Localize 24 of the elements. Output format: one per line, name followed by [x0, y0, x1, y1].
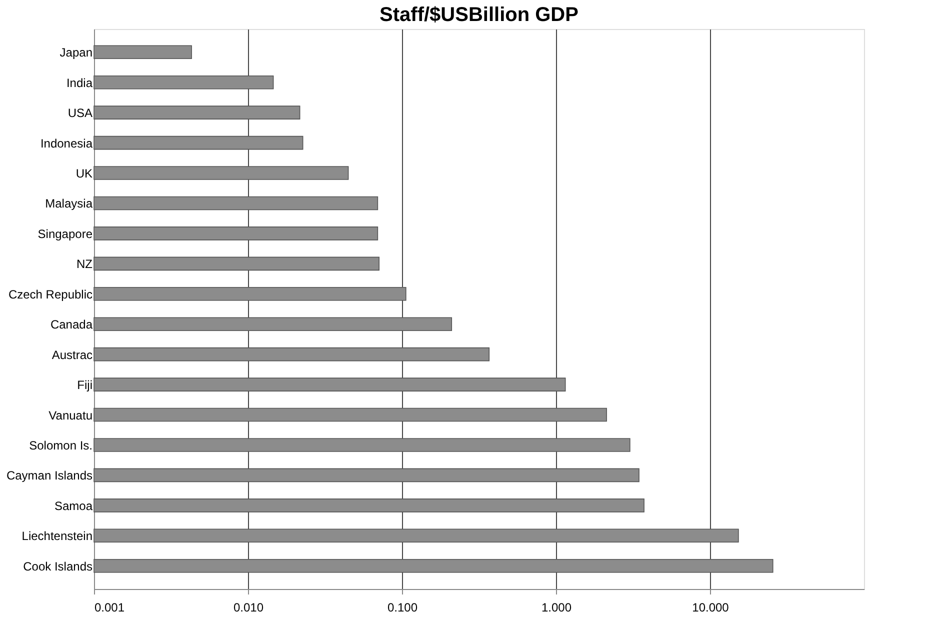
y-tick-label: Fiji	[77, 378, 92, 392]
y-tick-label: Samoa	[54, 498, 93, 513]
x-tick-label: 0.100	[387, 600, 418, 614]
y-tick-label: Canada	[50, 318, 93, 332]
x-tick-label: 10.000	[692, 600, 730, 614]
y-tick-label: Cayman Islands	[6, 468, 92, 483]
y-tick-label: Indonesia	[40, 136, 93, 150]
y-tick-label: NZ	[76, 257, 92, 272]
chart-title: Staff/$USBillion GDP	[380, 4, 578, 26]
x-tick-label: 0.010	[233, 600, 264, 614]
y-tick-label: Liechtenstein	[22, 529, 92, 544]
x-tick-label: 0.001	[94, 600, 125, 614]
y-tick-label: Japan	[60, 46, 92, 60]
x-tick-label: 1.000	[541, 600, 572, 614]
y-tick-label: UK	[76, 166, 92, 181]
y-tick-label: Singapore	[38, 226, 93, 241]
y-tick-label: Malaysia	[45, 196, 93, 211]
y-tick-label: USA	[68, 106, 92, 120]
y-tick-label: Cook Islands	[23, 559, 92, 574]
y-tick-label: India	[66, 76, 93, 90]
y-tick-label: Solomon Is.	[29, 438, 92, 452]
y-tick-label: Vanuatu	[48, 408, 92, 422]
y-tick-label: Czech Republic	[8, 287, 92, 302]
y-tick-label: Austrac	[52, 348, 92, 362]
